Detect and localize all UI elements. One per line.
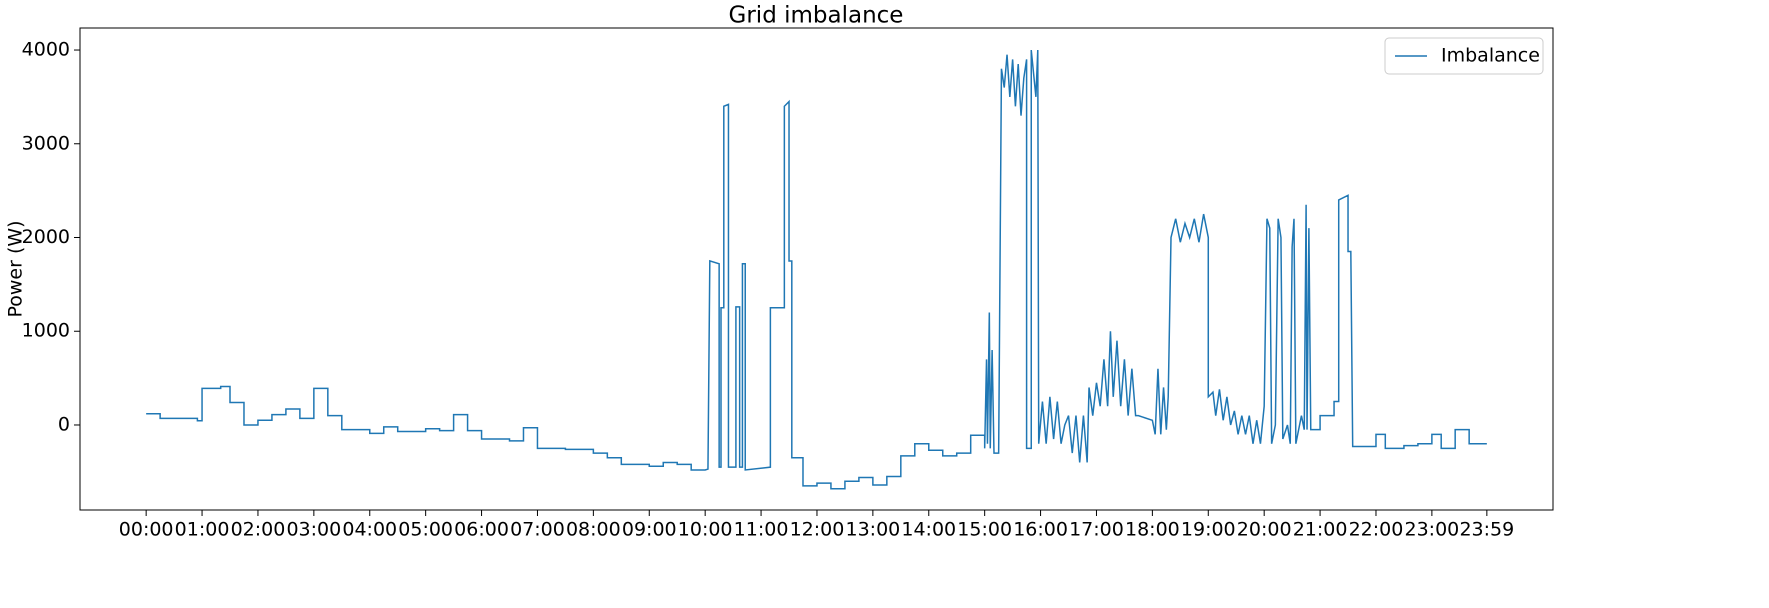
x-tick-label: 11:00 [734, 519, 789, 541]
data-line [146, 49, 1487, 490]
x-tick-label: 23:59 [1459, 519, 1514, 541]
y-tick-label: 3000 [22, 132, 70, 154]
x-tick-label: 18:00 [1125, 519, 1180, 541]
x-tick-label: 17:00 [1069, 519, 1124, 541]
y-axis-label: Power (W) [5, 220, 27, 317]
x-tick-label: 13:00 [845, 519, 900, 541]
chart-title: Grid imbalance [729, 3, 904, 29]
x-tick-label: 03:00 [286, 519, 341, 541]
x-tick-label: 09:00 [622, 519, 677, 541]
x-tick-label: 07:00 [510, 519, 565, 541]
legend-label: Imbalance [1441, 45, 1540, 67]
x-tick-label: 04:00 [342, 519, 397, 541]
x-tick-label: 23:00 [1404, 519, 1459, 541]
x-tick-label: 15:00 [957, 519, 1012, 541]
x-tick-label: 02:00 [231, 519, 286, 541]
y-tick-label: 0 [58, 413, 70, 435]
legend-box [1384, 37, 1544, 75]
y-tick-label: 4000 [22, 39, 70, 61]
x-tick-label: 21:00 [1293, 519, 1348, 541]
x-tick-label: 16:00 [1013, 519, 1068, 541]
plot-frame [79, 27, 1554, 511]
x-tick-label: 01:00 [175, 519, 230, 541]
x-tick-label: 12:00 [790, 519, 845, 541]
x-tick-label: 08:00 [566, 519, 621, 541]
x-tick-label: 00:00 [119, 519, 174, 541]
y-tick-label: 1000 [22, 320, 70, 342]
x-tick-label: 20:00 [1237, 519, 1292, 541]
y-tick-label: 2000 [22, 226, 70, 248]
x-tick-label: 19:00 [1181, 519, 1236, 541]
x-tick-label: 14:00 [901, 519, 956, 541]
x-tick-label: 22:00 [1349, 519, 1404, 541]
x-tick-label: 06:00 [454, 519, 509, 541]
x-tick-label: 05:00 [398, 519, 453, 541]
legend: Imbalance [1384, 37, 1544, 75]
x-tick-label: 10:00 [678, 519, 733, 541]
